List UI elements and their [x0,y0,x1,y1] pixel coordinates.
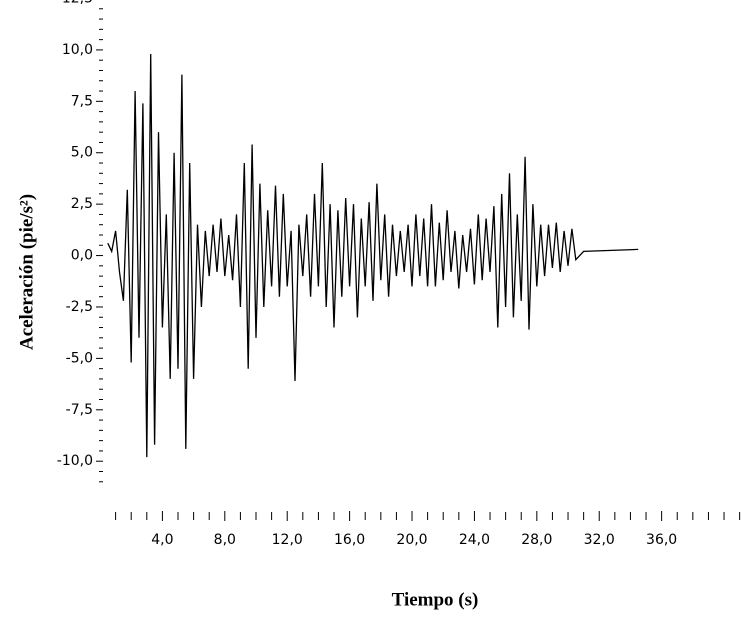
x-tick-label: 28,0 [521,532,552,548]
y-tick-label: 2,5 [71,196,93,212]
y-tick-label: 5,0 [71,145,93,161]
y-tick-label: 0,0 [71,248,93,264]
x-tick-label: 20,0 [396,532,427,548]
signal-line [107,53,639,458]
y-tick-label: 10,0 [62,42,93,58]
y-tick-label: -5,0 [66,350,93,366]
y-axis-label: Aceleración (pie/s²) [16,194,37,350]
x-tick-label: 32,0 [584,532,615,548]
x-tick-label: 16,0 [334,532,365,548]
y-tick-label: 12,5 [62,0,93,7]
y-tick-label: 7,5 [71,93,93,109]
y-tick-label: -10,0 [57,453,93,469]
x-tick-label: 36,0 [646,532,677,548]
y-tick-label: -7,5 [66,402,93,418]
x-tick-label: 24,0 [459,532,490,548]
x-tick-label: 8,0 [214,532,236,548]
x-axis-label: Tiempo (s) [392,589,479,610]
x-tick-label: 4,0 [151,532,173,548]
x-tick-label: 12,0 [272,532,303,548]
y-tick-label: -2,5 [66,299,93,315]
